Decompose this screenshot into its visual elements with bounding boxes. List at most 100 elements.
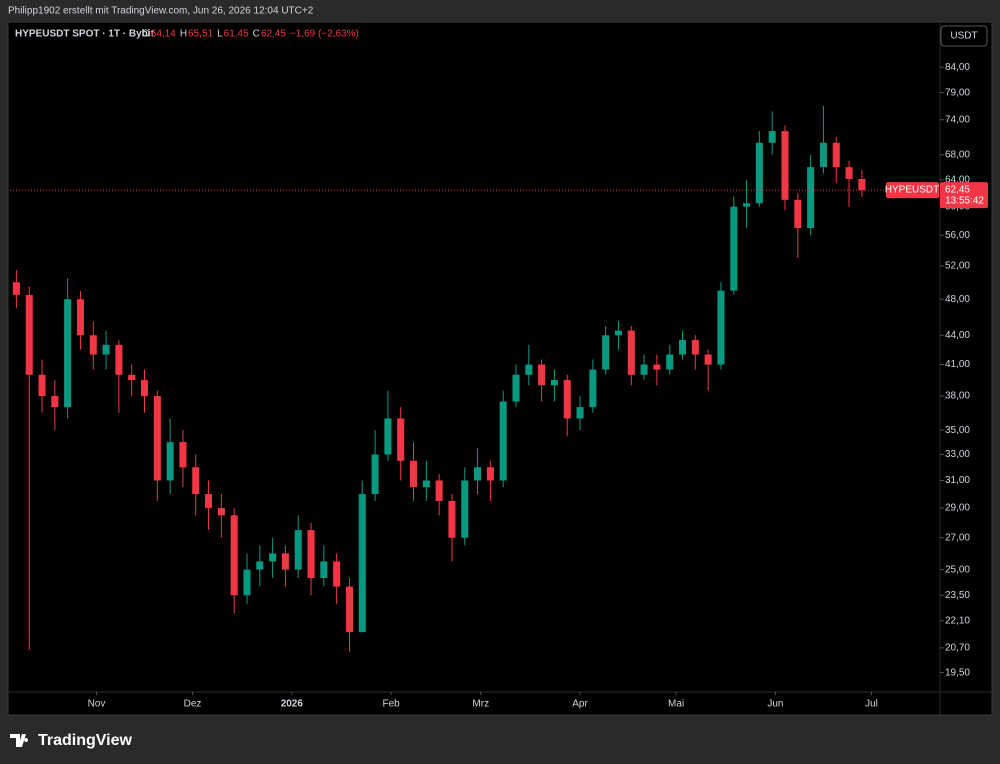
- x-tick-label: Jul: [865, 699, 878, 710]
- candle-body: [217, 508, 225, 516]
- candle-body: [294, 530, 302, 570]
- legend-key: H: [180, 29, 187, 40]
- y-tick-label: 38,00: [945, 391, 970, 402]
- x-tick-label: 2026: [281, 699, 304, 710]
- candle-body: [371, 454, 379, 495]
- candle-body: [525, 364, 533, 375]
- y-tick-label: 31,00: [945, 475, 970, 486]
- candle-body: [666, 354, 674, 370]
- legend-values: O 64,14 H 65,51 L 61,45 C 62,45 −1,69 (−2,63%): [142, 29, 359, 40]
- candle-body: [256, 561, 264, 570]
- y-tick-label: 25,00: [945, 564, 970, 575]
- candle-body: [448, 501, 456, 538]
- legend-change: −1,69 (−2,63%): [290, 29, 359, 40]
- legend-key: L: [217, 29, 223, 40]
- candle-body: [409, 460, 418, 488]
- candle-body: [102, 344, 110, 355]
- candle-body: [281, 553, 289, 570]
- tradingview-logo: TradingView: [10, 732, 133, 749]
- x-tick-label: Mai: [668, 699, 684, 710]
- candle-body: [730, 206, 738, 291]
- candle-body: [794, 199, 802, 228]
- y-tick-label: 22,10: [945, 615, 970, 626]
- candle-body: [576, 407, 584, 419]
- price-tag-value: 62,45: [945, 185, 970, 196]
- symbol-tag-text: HYPEUSDT: [885, 185, 939, 196]
- candle-body: [345, 586, 353, 633]
- candle-body: [422, 480, 430, 488]
- candle-body: [307, 530, 315, 579]
- candle-body: [64, 299, 72, 408]
- currency-button[interactable]: [940, 25, 988, 47]
- y-tick-label: 20,70: [945, 643, 970, 654]
- x-tick-label: Dez: [184, 699, 202, 710]
- candle-body: [269, 553, 277, 562]
- symbol-tag: [886, 182, 939, 199]
- y-tick-label: 44,00: [945, 330, 970, 341]
- candle-body: [845, 167, 853, 180]
- candle-body: [38, 374, 46, 397]
- x-tick-label: Nov: [88, 699, 106, 710]
- y-tick-label: 35,00: [945, 425, 970, 436]
- legend-value: 62,45: [261, 29, 286, 40]
- candle-body: [128, 374, 136, 380]
- y-tick-label: 84,00: [945, 62, 970, 73]
- candle-body: [166, 442, 174, 481]
- y-tick-label: 33,00: [945, 449, 970, 460]
- legend-value: 61,45: [224, 29, 249, 40]
- candle-body: [614, 330, 622, 336]
- y-tick-label: 79,00: [945, 87, 970, 98]
- legend-value: 65,51: [188, 29, 213, 40]
- candle-body: [781, 131, 789, 200]
- y-tick-label: 74,00: [945, 114, 970, 125]
- candle-body: [461, 480, 469, 538]
- candle-body: [755, 142, 763, 204]
- candle-body: [819, 142, 827, 168]
- candle-body: [153, 396, 161, 481]
- candle-body: [333, 561, 341, 587]
- candle-body: [807, 167, 815, 228]
- plot-area: 84,0079,0074,0068,0064,0060,0056,0052,00…: [10, 62, 988, 710]
- y-tick-label: 19,50: [945, 667, 970, 678]
- candle-body: [743, 203, 751, 207]
- candle-body: [563, 379, 571, 419]
- legend-key: O: [142, 29, 150, 40]
- y-tick-label: 64,00: [945, 175, 970, 186]
- x-tick-label: Feb: [382, 699, 400, 710]
- y-tick-label: 41,00: [945, 359, 970, 370]
- candle-body: [192, 467, 200, 495]
- x-tick-label: Mrz: [472, 699, 489, 710]
- y-tick-label: 56,00: [945, 230, 970, 241]
- candle-body: [499, 401, 507, 481]
- candle-body: [140, 379, 149, 397]
- candle-body: [550, 379, 558, 386]
- candle-body: [486, 467, 494, 481]
- y-tick-label: 29,00: [945, 503, 970, 514]
- legend-title: HYPEUSDT SPOT · 1T · Bybit: [15, 29, 155, 40]
- legend-value: 64,14: [151, 29, 176, 40]
- candle-body: [230, 515, 238, 596]
- candle-body: [589, 369, 597, 408]
- header-text: Philipp1902 erstellt mit TradingView.com…: [8, 6, 314, 17]
- candle-body: [435, 480, 443, 502]
- y-tick-label: 68,00: [945, 149, 970, 160]
- candle-body: [179, 442, 187, 468]
- x-tick-label: Apr: [572, 699, 588, 710]
- candle-body: [51, 396, 59, 408]
- chart-pane: [7, 21, 993, 716]
- candle-body: [89, 335, 97, 355]
- candle-body: [602, 335, 610, 370]
- candle-body: [320, 561, 328, 579]
- candle-body: [538, 364, 546, 386]
- logo-icon: [10, 734, 29, 747]
- logo-text: TradingView: [38, 732, 133, 749]
- currency-label[interactable]: USDT: [950, 31, 977, 42]
- candle-body: [858, 179, 866, 191]
- candle-body: [25, 294, 33, 375]
- candle-body: [832, 142, 840, 168]
- candle-body: [512, 374, 520, 402]
- x-tick-label: Jun: [767, 699, 783, 710]
- candle-body: [653, 364, 661, 370]
